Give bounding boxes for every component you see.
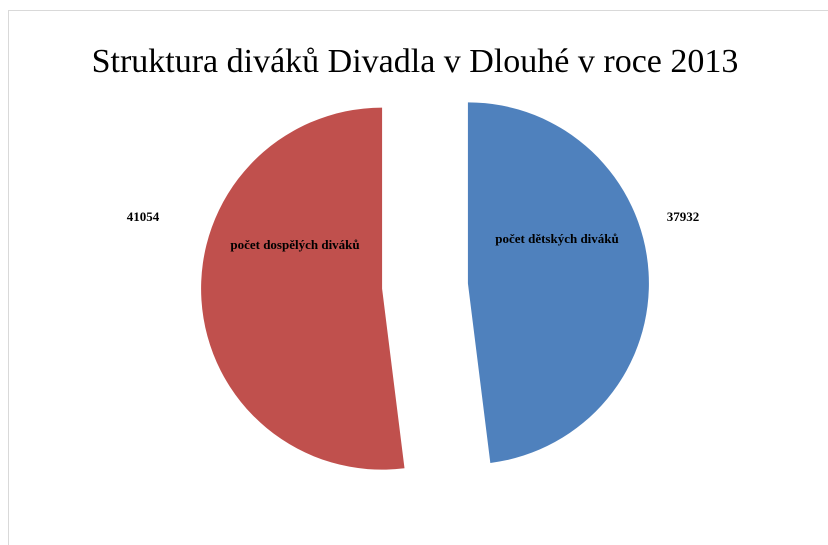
chart-title: Struktura diváků Divadla v Dlouhé v roce…	[92, 43, 739, 80]
pie-slice	[467, 102, 649, 463]
slice-category-label: počet dospělých diváků	[230, 237, 359, 252]
slice-category-label: počet dětských diváků	[495, 231, 619, 246]
pie-slice	[201, 107, 405, 470]
slice-value-label: 41054	[127, 209, 160, 224]
slice-value-label: 37932	[667, 209, 700, 224]
